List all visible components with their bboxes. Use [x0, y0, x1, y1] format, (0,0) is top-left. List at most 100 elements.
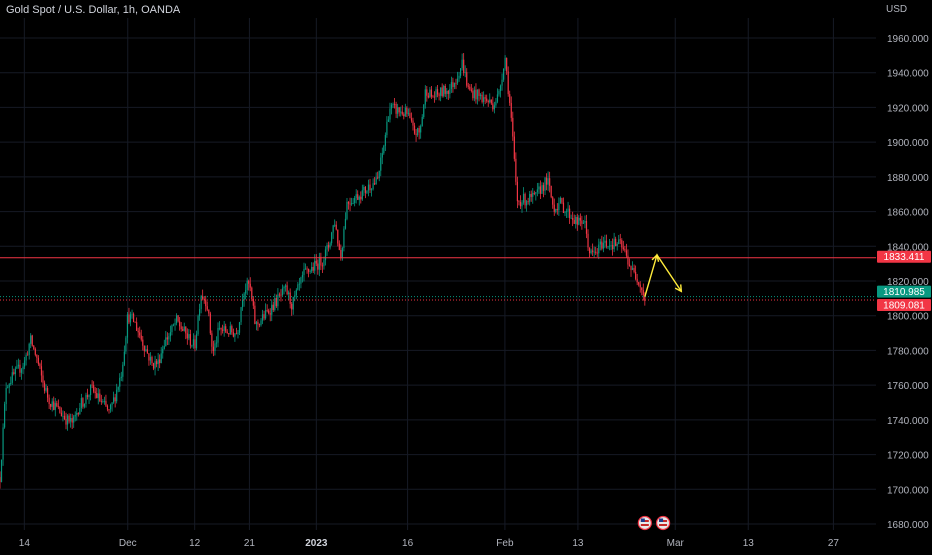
candle-body — [125, 337, 127, 352]
candle-body — [294, 295, 296, 297]
candle-body — [413, 125, 416, 134]
candle-body — [584, 220, 586, 223]
candle-body — [564, 212, 566, 214]
candle-body — [62, 415, 64, 417]
candle-body — [374, 183, 376, 185]
candle-body — [593, 251, 595, 253]
candle-body — [493, 105, 495, 110]
candle-body — [344, 218, 347, 229]
us-flag-icon[interactable] — [655, 515, 671, 531]
price-tick-label: 1780.000 — [887, 346, 929, 357]
candle-body — [375, 177, 377, 185]
chart-title: Gold Spot / U.S. Dollar, 1h, OANDA — [6, 4, 181, 16]
candle-body — [630, 265, 632, 270]
time-tick-label: 2023 — [305, 538, 328, 549]
time-axis[interactable]: 14 Dec 12 21 2023 16 Feb 13 Mar 13 27 — [19, 538, 840, 549]
candle-body — [406, 107, 408, 114]
candle-body — [615, 238, 617, 246]
candle-body — [114, 397, 116, 402]
candle-body — [280, 294, 282, 296]
candle-body — [604, 240, 606, 243]
candle-body — [257, 322, 259, 325]
candle-body — [96, 393, 98, 399]
candle-body — [599, 241, 601, 245]
candle-body — [79, 408, 81, 415]
candle-body — [8, 384, 10, 388]
candle-body — [635, 271, 637, 279]
candle-body — [469, 86, 471, 90]
candle-body — [395, 104, 397, 114]
candle-body — [169, 332, 172, 337]
candle-body — [515, 158, 517, 182]
candle-body — [182, 329, 184, 331]
candle-body — [381, 153, 383, 158]
candle-body — [215, 342, 218, 344]
candle-body — [171, 325, 173, 333]
candle-body — [567, 208, 569, 212]
projection-arrow[interactable] — [644, 253, 683, 297]
candle-body — [592, 250, 594, 252]
candle-body — [68, 415, 70, 422]
candle-body — [192, 339, 195, 346]
candle-body — [538, 186, 540, 190]
horizontal-lines[interactable]: 1833.411 1810.985 1809.081 — [0, 250, 931, 312]
candle-body — [380, 157, 382, 171]
candle-body — [404, 107, 406, 117]
candle-body — [240, 307, 242, 323]
candle-body — [295, 289, 297, 296]
projection-arrow-path[interactable] — [644, 253, 682, 297]
candle-body — [587, 233, 589, 248]
candle-body — [88, 395, 90, 398]
price-tick-label: 1880.000 — [887, 173, 929, 184]
candle-body — [410, 118, 413, 121]
candle-body — [418, 128, 420, 133]
candle-body — [527, 201, 529, 203]
candle-body — [521, 202, 523, 207]
candle-body — [470, 89, 472, 91]
candle-body — [289, 292, 291, 304]
candle-body — [321, 265, 324, 267]
event-markers[interactable] — [637, 515, 671, 531]
candle-body — [209, 313, 211, 334]
candle-body — [211, 333, 213, 347]
candle-body — [320, 256, 322, 266]
candle-body — [25, 354, 27, 361]
candle-body — [228, 333, 230, 335]
candle-body — [191, 345, 193, 347]
candle-body — [163, 346, 165, 349]
candle-body — [467, 85, 469, 87]
time-tick-label: 21 — [244, 538, 256, 549]
candle-body — [188, 334, 190, 339]
candle-body — [407, 113, 409, 114]
candle-body — [309, 271, 311, 273]
candle-body — [248, 280, 250, 284]
candle-body — [80, 398, 82, 409]
price-axis[interactable]: 1680.000 1700.000 1720.000 1740.000 1760.000… — [887, 34, 929, 531]
candle-body — [605, 240, 608, 247]
us-flag-icon[interactable] — [637, 515, 652, 531]
candle-body — [438, 94, 440, 96]
candle-body — [46, 388, 49, 398]
candle-body — [31, 335, 33, 346]
candle-body — [472, 90, 474, 99]
candle-body — [607, 246, 609, 248]
candle-body — [522, 193, 525, 203]
candle-body — [430, 89, 433, 97]
candle-body — [291, 303, 293, 310]
price-line-label-bg — [877, 250, 931, 263]
time-tick-label: 12 — [189, 538, 201, 549]
candle-body — [506, 57, 508, 72]
candle-body — [601, 241, 603, 249]
candle-body — [355, 194, 357, 198]
candle-body — [232, 332, 234, 337]
candle-body — [37, 357, 39, 364]
candle-body — [20, 369, 23, 373]
candle-body — [473, 89, 476, 99]
candle-body — [197, 316, 199, 335]
candle-body — [277, 294, 279, 307]
candle-body — [582, 222, 585, 224]
candle-body — [71, 418, 73, 423]
candle-body — [595, 251, 597, 253]
